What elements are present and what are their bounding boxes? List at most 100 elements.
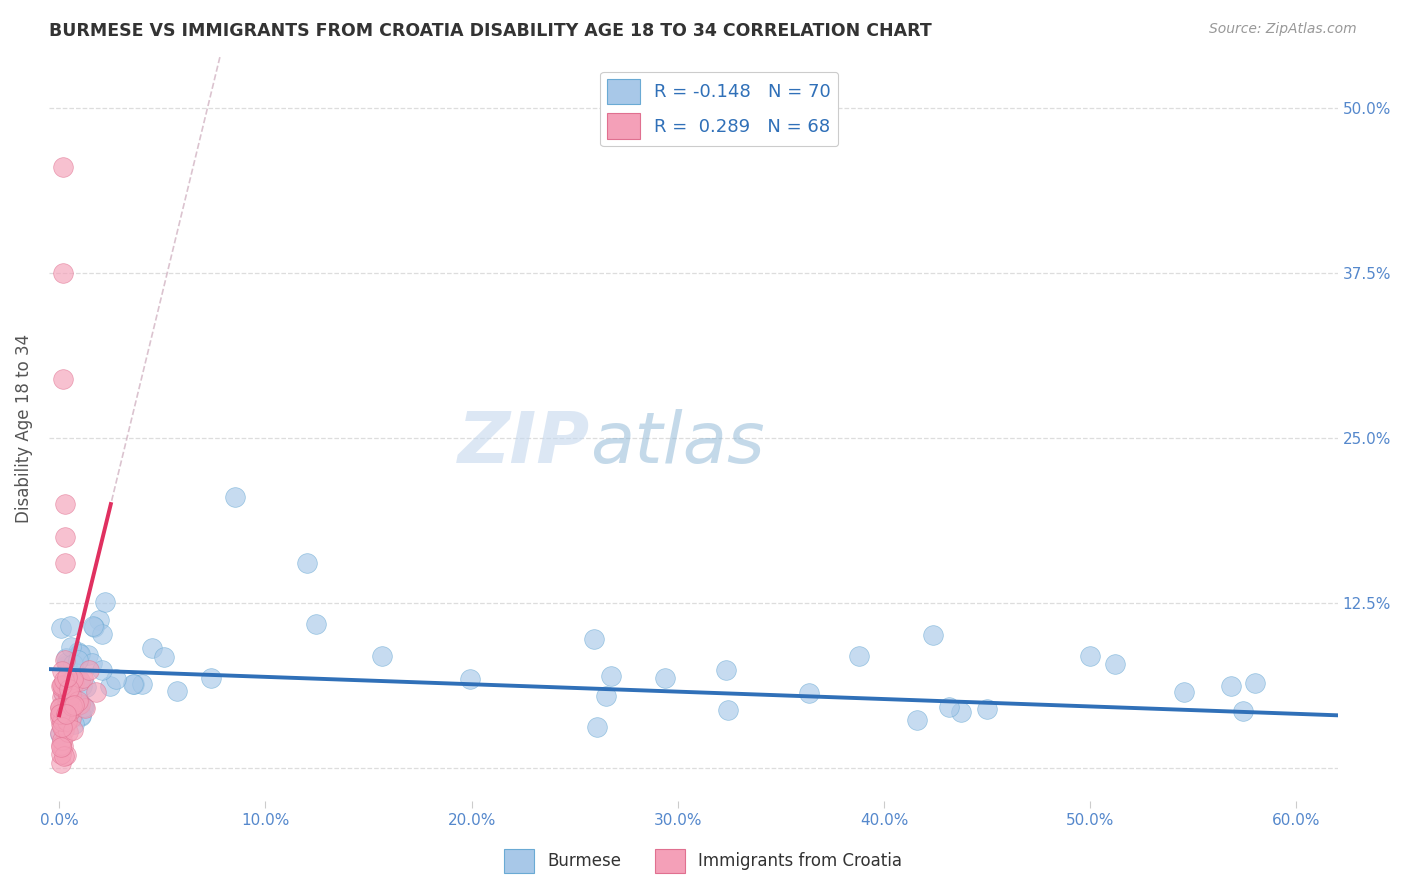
Point <box>56 689 79 703</box>
Point <box>1243 675 1265 690</box>
Point <box>76 648 98 662</box>
Point <box>49 679 72 693</box>
Point <box>922 628 945 642</box>
Point <box>72 671 94 685</box>
Point <box>53 653 76 667</box>
Point <box>56 698 79 712</box>
Point <box>52 685 75 699</box>
Point <box>53 707 76 722</box>
Point <box>585 720 607 734</box>
Point <box>63 665 86 680</box>
Point <box>60 698 83 713</box>
Point <box>52 266 75 280</box>
Legend: R = -0.148   N = 70, R =  0.289   N = 68: R = -0.148 N = 70, R = 0.289 N = 68 <box>600 71 838 146</box>
Point <box>49 740 72 755</box>
Point <box>122 677 145 691</box>
Point <box>58 704 80 718</box>
Point <box>87 613 110 627</box>
Point <box>905 713 928 727</box>
Point <box>104 672 127 686</box>
Text: BURMESE VS IMMIGRANTS FROM CROATIA DISABILITY AGE 18 TO 34 CORRELATION CHART: BURMESE VS IMMIGRANTS FROM CROATIA DISAB… <box>49 22 932 40</box>
Point <box>52 705 75 719</box>
Point <box>58 705 80 719</box>
Point <box>59 711 82 725</box>
Point <box>75 681 97 695</box>
Point <box>67 647 90 661</box>
Point <box>55 747 77 762</box>
Point <box>55 497 77 511</box>
Point <box>60 688 83 702</box>
Point <box>49 700 72 714</box>
Point <box>59 675 82 690</box>
Point <box>131 676 153 690</box>
Point <box>82 619 104 633</box>
Point <box>52 371 75 385</box>
Point <box>69 647 91 661</box>
Point <box>58 679 80 693</box>
Text: Source: ZipAtlas.com: Source: ZipAtlas.com <box>1209 22 1357 37</box>
Point <box>599 669 621 683</box>
Point <box>51 739 73 753</box>
Point <box>55 657 77 672</box>
Point <box>66 645 89 659</box>
Point <box>53 748 76 763</box>
Point <box>67 672 90 686</box>
Point <box>56 724 79 739</box>
Point <box>52 688 75 702</box>
Point <box>58 684 80 698</box>
Point <box>53 673 76 688</box>
Point <box>49 725 72 739</box>
Point <box>583 632 606 646</box>
Point <box>224 491 246 505</box>
Point <box>166 683 188 698</box>
Point <box>58 681 80 696</box>
Point <box>49 703 72 717</box>
Point <box>55 530 77 544</box>
Point <box>51 732 73 747</box>
Y-axis label: Disability Age 18 to 34: Disability Age 18 to 34 <box>15 334 32 523</box>
Point <box>51 720 73 734</box>
Point <box>69 708 91 723</box>
Point <box>62 716 84 731</box>
Point <box>1078 648 1101 663</box>
Point <box>58 693 80 707</box>
Point <box>1104 657 1126 672</box>
Point <box>938 700 960 714</box>
Point <box>595 689 617 703</box>
Point <box>55 557 77 571</box>
Point <box>56 655 79 669</box>
Point <box>141 640 163 655</box>
Point <box>52 681 75 695</box>
Point <box>62 698 84 713</box>
Point <box>55 714 77 728</box>
Point <box>59 619 82 633</box>
Point <box>62 675 84 690</box>
Point <box>51 714 73 729</box>
Point <box>1173 685 1195 699</box>
Point <box>122 676 145 690</box>
Point <box>976 701 998 715</box>
Point <box>62 723 84 737</box>
Point <box>66 698 89 712</box>
Point <box>82 657 104 671</box>
Point <box>52 723 75 738</box>
Point <box>49 706 72 721</box>
Point <box>55 650 77 665</box>
Point <box>91 626 114 640</box>
Point <box>53 710 76 724</box>
Point <box>51 690 73 705</box>
Point <box>48 711 70 725</box>
Point <box>55 706 77 721</box>
Point <box>91 664 114 678</box>
Text: atlas: atlas <box>591 409 765 477</box>
Point <box>70 679 93 693</box>
Point <box>200 671 222 685</box>
Point <box>51 621 73 635</box>
Text: ZIP: ZIP <box>458 409 591 477</box>
Point <box>52 161 75 175</box>
Point <box>62 669 84 683</box>
Point <box>1219 679 1241 693</box>
Point <box>654 671 676 685</box>
Point <box>93 595 115 609</box>
Point <box>69 673 91 688</box>
